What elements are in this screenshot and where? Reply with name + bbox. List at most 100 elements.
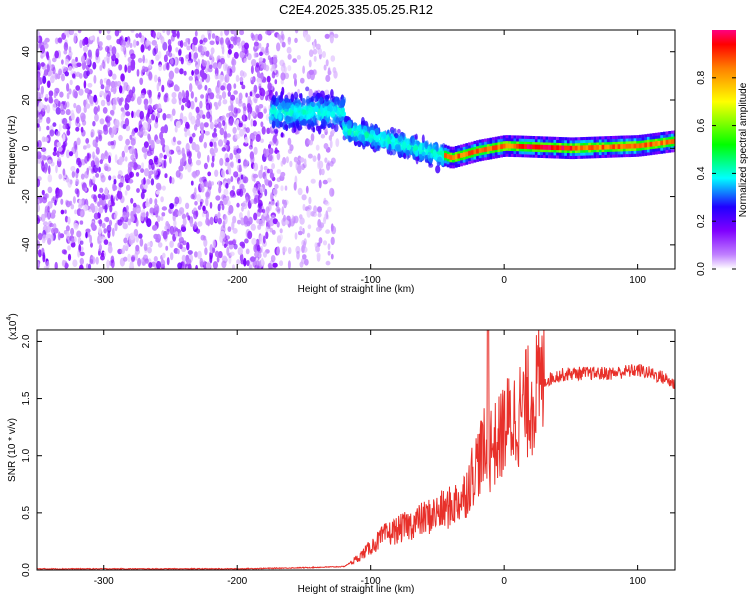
noise-cell — [112, 124, 118, 134]
noise-cell — [106, 259, 110, 269]
noise-cell — [41, 147, 47, 153]
noise-cell — [63, 42, 69, 52]
noise-cell — [184, 131, 188, 138]
line-cell — [550, 145, 554, 150]
noise-cell — [108, 219, 113, 226]
noise-cell — [209, 92, 215, 100]
band-cell — [406, 145, 412, 150]
band-cell — [324, 101, 328, 107]
band-cell — [286, 116, 292, 123]
line-cell — [647, 142, 650, 148]
band-cell — [424, 141, 428, 150]
noise-cell — [37, 217, 41, 224]
noise-cell — [136, 96, 142, 105]
noise-cell — [230, 94, 236, 101]
y-tick-label: 1.0 — [21, 448, 32, 462]
noise-cell — [55, 130, 61, 137]
noise-cell — [269, 57, 273, 66]
line-cell — [524, 144, 527, 149]
noise-cell — [74, 209, 77, 215]
noise-cell — [54, 72, 58, 80]
noise-cell — [205, 217, 210, 226]
spectrogram-x-label: Height of straight line (km) — [298, 284, 415, 295]
noise-cell — [250, 65, 254, 75]
noise-cell — [143, 243, 148, 252]
noise-cell — [247, 230, 253, 240]
noise-cell — [250, 256, 256, 262]
noise-cell — [214, 213, 218, 220]
band-cell — [281, 100, 286, 108]
noise-cell — [187, 156, 192, 165]
line-cell — [572, 145, 575, 151]
noise-cell — [238, 164, 242, 173]
noise-cell — [140, 168, 145, 174]
colorbar-label: Normalized spectral amplitude — [738, 82, 749, 217]
noise-cell — [180, 224, 186, 233]
noise-cell — [217, 203, 221, 212]
noise-cell — [293, 73, 297, 80]
line-cell — [569, 145, 573, 151]
noise-cell — [158, 64, 163, 72]
noise-cell — [164, 173, 168, 179]
noise-cell — [244, 136, 249, 144]
line-cell — [612, 144, 616, 150]
noise-cell — [125, 111, 131, 117]
noise-cell — [217, 121, 222, 129]
noise-cell — [250, 76, 255, 84]
noise-cell — [124, 156, 128, 162]
noise-cell — [105, 189, 109, 196]
noise-cell — [214, 119, 218, 125]
noise-cell — [258, 42, 262, 49]
noise-cell — [95, 160, 100, 169]
line-cell — [516, 143, 519, 149]
noise-cell — [95, 173, 100, 178]
noise-cell — [67, 216, 71, 225]
noise-cell — [163, 154, 167, 160]
noise-cell — [257, 33, 263, 42]
noise-cell — [160, 196, 164, 203]
noise-cell — [78, 88, 84, 96]
noise-cell — [303, 158, 307, 166]
noise-cell — [242, 176, 249, 184]
noise-cell — [163, 54, 168, 63]
noise-cell — [162, 230, 168, 240]
band-cell — [329, 102, 335, 110]
noise-cell — [287, 36, 292, 43]
noise-cell — [130, 215, 135, 223]
noise-cell — [107, 68, 111, 75]
noise-cell — [148, 262, 153, 269]
noise-cell — [140, 44, 145, 53]
noise-cell — [37, 140, 42, 148]
noise-cell — [139, 77, 144, 86]
noise-cell — [306, 209, 312, 218]
noise-cell — [237, 247, 243, 256]
line-cell — [652, 141, 656, 147]
noise-cell — [190, 100, 195, 110]
noise-cell — [262, 208, 266, 214]
noise-cell — [310, 133, 315, 142]
noise-cell — [58, 123, 62, 132]
noise-cell — [111, 46, 117, 56]
noise-cell — [257, 78, 263, 87]
noise-cell — [301, 163, 305, 171]
noise-cell — [329, 160, 334, 167]
noise-cell — [195, 118, 201, 127]
noise-cell — [78, 264, 84, 269]
noise-cell — [225, 182, 229, 189]
noise-cell — [293, 181, 297, 191]
noise-cell — [46, 233, 52, 241]
noise-cell — [147, 246, 152, 254]
noise-cell — [241, 243, 246, 249]
noise-cell — [128, 179, 134, 184]
line-cell — [468, 150, 471, 156]
noise-cell — [282, 157, 287, 165]
noise-cell — [187, 250, 193, 255]
noise-cell — [244, 161, 248, 167]
snr-frame — [36, 329, 676, 571]
noise-cell — [164, 225, 168, 231]
noise-cell — [119, 85, 123, 94]
noise-cell — [38, 125, 42, 132]
noise-cell — [97, 193, 102, 199]
noise-cell — [190, 180, 194, 186]
